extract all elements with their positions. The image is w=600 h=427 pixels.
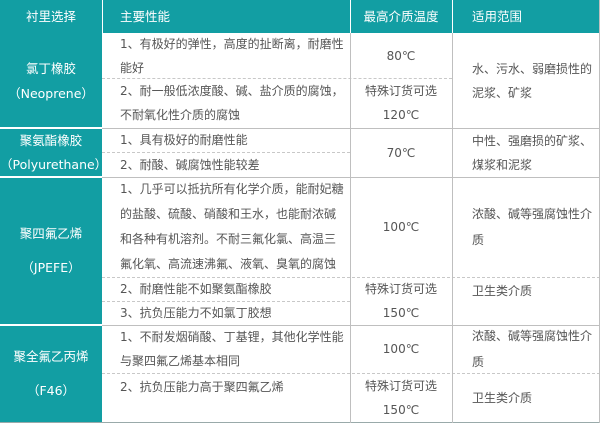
property-cell: 1、有极好的弹性，高度的扯断离，耐磨性 能好 xyxy=(120,36,344,75)
application-cell: 水、污水、弱磨损性的 泥浆、矿浆 xyxy=(472,61,593,100)
table-bottom-border xyxy=(0,422,600,423)
header-divider xyxy=(102,0,103,33)
temp-cell: 80℃ xyxy=(386,48,416,63)
header-lining: 衬里选择 xyxy=(0,0,102,33)
row-divider xyxy=(0,176,102,178)
header-divider xyxy=(452,0,453,33)
temp-cell: 70℃ xyxy=(386,145,416,160)
property-cell: 1、不耐发烟硝酸、丁基锂，其他化学性能 与聚四氟乙烯基本相同 xyxy=(120,330,344,368)
lining-label: 聚四氟乙烯 （JPEFE） xyxy=(19,226,83,275)
property-cell: 1、几乎可以抵抗所有化学介质，能耐妃糖 的盐酸、硫酸、硝酸和王水，也能耐浓碱 和… xyxy=(120,182,344,271)
sub-divider xyxy=(102,152,350,153)
application-cell: 浓酸、碱等强腐蚀性介 质 xyxy=(472,207,593,247)
row-divider xyxy=(102,177,600,178)
col-divider xyxy=(350,33,351,423)
sub-divider xyxy=(102,78,452,79)
property-cell: 2、耐酸、碱腐蚀性能较差 xyxy=(120,157,260,172)
sub-divider xyxy=(102,277,600,278)
temp-cell: 特殊订货可选 150℃ xyxy=(364,282,437,320)
row-divider xyxy=(102,325,600,326)
lining-f46: 聚全氟乙丙烯 （F46） xyxy=(0,325,102,422)
sub-divider xyxy=(102,373,600,374)
application-cell: 浓酸、碱等强腐蚀性介 质 xyxy=(472,329,593,369)
temp-cell: 特殊订货可选 150℃ xyxy=(364,378,437,417)
header-application: 适用范围 xyxy=(452,0,600,33)
sub-divider xyxy=(102,301,350,302)
row-divider xyxy=(0,324,102,326)
property-cell: 2、抗负压能力高于聚四氟乙烯 xyxy=(120,380,284,394)
application-cell: 卫生类介质 xyxy=(472,390,533,405)
temp-cell: 100℃ xyxy=(382,220,420,234)
row-divider xyxy=(0,127,102,129)
property-cell: 1、具有极好的耐磨性能 xyxy=(120,133,248,147)
temp-cell: 100℃ xyxy=(382,342,420,356)
property-cell: 3、抗负压能力不如氯丁胶想 xyxy=(120,306,272,320)
col-divider xyxy=(452,33,453,423)
lining-label: 氯丁橡胶 （Neoprene） xyxy=(8,60,94,101)
lining-neoprene: 氯丁橡胶 （Neoprene） xyxy=(0,33,102,128)
lining-label: 聚全氟乙丙烯 （F46） xyxy=(13,348,89,398)
property-cell: 2、耐一般低浓度酸、碱、盐介质的腐蚀， 不耐氧化性介质的腐蚀 xyxy=(120,84,344,122)
property-cell: 2、耐磨性能不如聚氨酯橡胶 xyxy=(120,282,272,296)
application-cell: 卫生类介质 xyxy=(472,284,533,298)
header-max-temp: 最高介质温度 xyxy=(350,0,452,33)
lining-label: 聚氨酯橡胶 （Polyurethane） xyxy=(0,132,108,172)
header-divider xyxy=(350,0,351,33)
temp-cell: 特殊订货可选 120℃ xyxy=(364,84,437,122)
lining-polyurethane: 聚氨酯橡胶 （Polyurethane） xyxy=(0,128,108,177)
application-cell: 中性、强磨损的矿浆、 煤浆和泥浆 xyxy=(472,133,593,172)
header-properties: 主要性能 xyxy=(102,0,350,33)
lining-ptfe: 聚四氟乙烯 （JPEFE） xyxy=(0,177,102,325)
row-divider xyxy=(102,128,600,129)
